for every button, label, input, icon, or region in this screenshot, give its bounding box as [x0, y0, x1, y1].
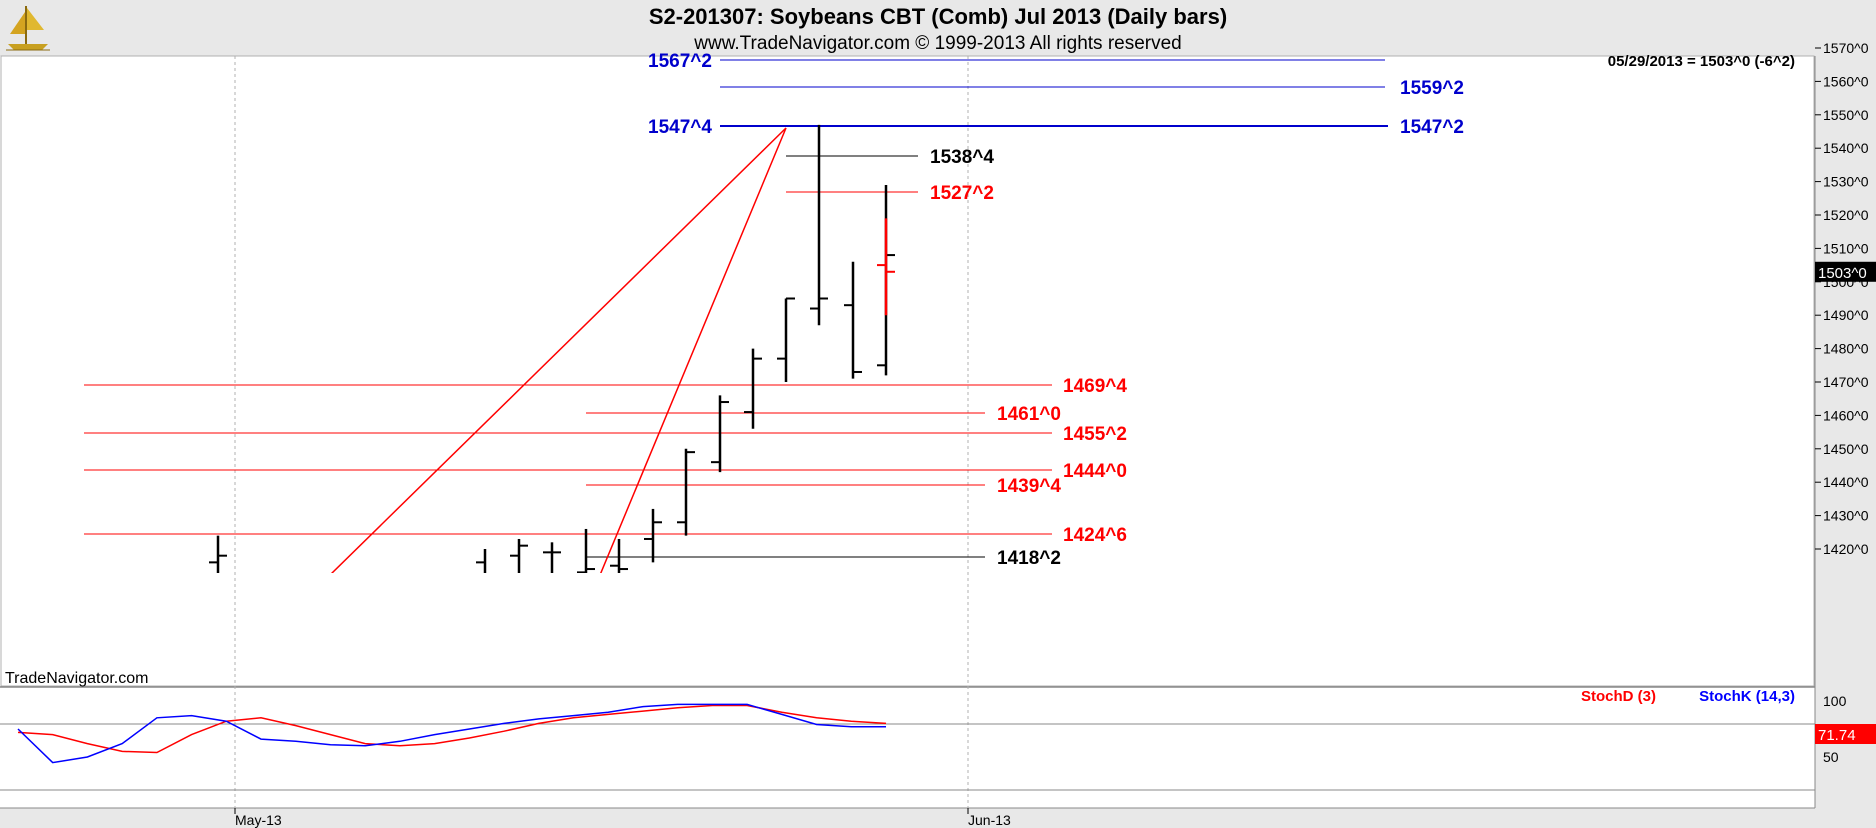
- stoch-y-tick-label: 100: [1823, 693, 1847, 709]
- y-tick-label: 1570^0: [1823, 40, 1869, 56]
- level-label: 1455^2: [1063, 424, 1127, 445]
- y-tick-label: 1540^0: [1823, 140, 1869, 156]
- y-tick-label: 1430^0: [1823, 508, 1869, 524]
- last-price-badge: [1815, 261, 1876, 282]
- y-tick-label: 1530^0: [1823, 174, 1869, 190]
- level-label: 1424^6: [1063, 525, 1127, 546]
- chart-title: S2-201307: Soybeans CBT (Comb) Jul 2013 …: [649, 4, 1227, 29]
- last-price-label: 1503^0: [1818, 265, 1867, 282]
- watermark: TradeNavigator.com: [5, 670, 148, 687]
- y-tick-label: 1470^0: [1823, 374, 1869, 390]
- y-tick-label: 1510^0: [1823, 240, 1869, 256]
- price-panel-frame: [0, 55, 1815, 687]
- level-label: 1461^0: [997, 404, 1061, 425]
- trend-line: [600, 127, 787, 573]
- right-axis-band: [1815, 56, 1876, 828]
- level-label: 1559^2: [1400, 78, 1464, 99]
- stoch-y-tick-label: 50: [1823, 749, 1839, 765]
- y-tick-label: 1480^0: [1823, 341, 1869, 357]
- header-band: [0, 0, 1876, 56]
- level-label: 1547^2: [1400, 117, 1464, 138]
- y-tick-label: 1490^0: [1823, 307, 1869, 323]
- x-tick-label: Jun-13: [968, 812, 1011, 828]
- chart-subtitle: www.TradeNavigator.com © 1999-2013 All r…: [693, 33, 1181, 54]
- y-tick-label: 1420^0: [1823, 541, 1869, 557]
- level-label: 1444^0: [1063, 461, 1127, 482]
- y-tick-label: 1560^0: [1823, 73, 1869, 89]
- y-tick-label: 1550^0: [1823, 107, 1869, 123]
- bottom-axis-band: [0, 808, 1876, 828]
- level-label: 1439^4: [997, 476, 1061, 497]
- sailing-ship-logo-icon: [6, 6, 50, 51]
- level-label: 1418^2: [997, 548, 1061, 569]
- stochD-legend: StochD (3): [1581, 688, 1656, 705]
- level-label: 1469^4: [1063, 376, 1127, 397]
- trend-line: [330, 127, 787, 573]
- y-tick-label: 1450^0: [1823, 441, 1869, 457]
- stochK-legend: StochK (14,3): [1699, 688, 1795, 705]
- level-label: 1538^4: [930, 147, 994, 168]
- level-label: 1567^2: [648, 51, 712, 72]
- y-tick-label: 1520^0: [1823, 207, 1869, 223]
- x-tick-label: May-13: [235, 812, 282, 828]
- level-label: 1527^2: [930, 183, 994, 204]
- level-label: 1547^4: [648, 117, 712, 138]
- date-readout: 05/29/2013 = 1503^0 (-6^2): [1608, 53, 1795, 70]
- y-tick-label: 1460^0: [1823, 407, 1869, 423]
- stochD-line: [17, 704, 887, 754]
- y-tick-label: 1440^0: [1823, 474, 1869, 490]
- stoch-value-badge: [1815, 724, 1876, 744]
- stochK-line: [17, 703, 886, 764]
- stoch-value-label: 71.74: [1818, 727, 1856, 744]
